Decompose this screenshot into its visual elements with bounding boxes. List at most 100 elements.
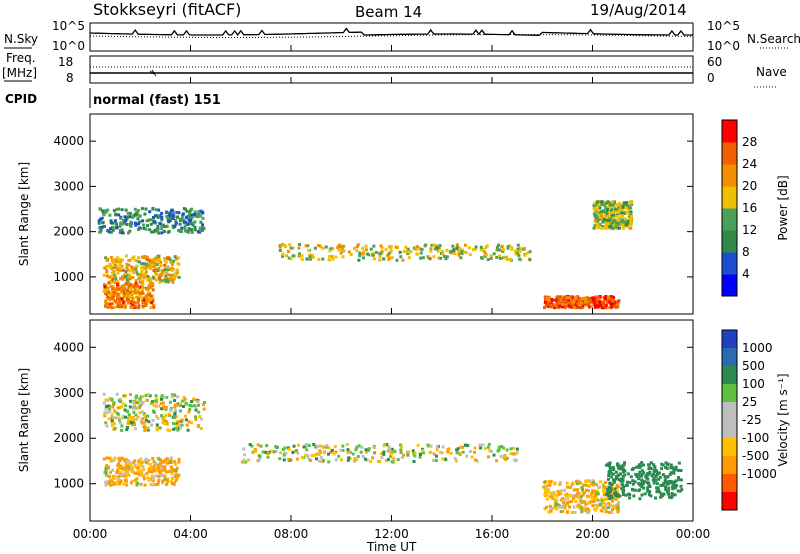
velocity-cell <box>473 450 476 454</box>
power-cell <box>142 265 146 269</box>
power-cell <box>159 260 162 264</box>
velocity-cell <box>543 493 547 497</box>
velocity-cell <box>156 482 160 486</box>
velocity-cell <box>173 405 177 409</box>
velocity-cell <box>655 469 659 473</box>
power-cell <box>591 299 595 302</box>
velocity-cell <box>663 475 667 478</box>
velocity-cell <box>615 491 619 494</box>
nsky-label: N.Sky <box>4 32 38 46</box>
velocity-cell <box>640 480 644 484</box>
power-cell <box>571 298 575 302</box>
power-cell <box>616 218 620 222</box>
power-cell <box>102 273 106 277</box>
power-cell <box>106 296 110 299</box>
power-cell <box>617 299 621 303</box>
velocity-cell <box>194 408 198 412</box>
power-cell <box>278 245 282 249</box>
power-cell <box>154 271 158 275</box>
power-cell <box>126 215 130 219</box>
power-cell <box>201 223 205 227</box>
velocity-cell <box>570 499 574 503</box>
power-cell <box>201 216 205 220</box>
power-cell <box>134 267 138 271</box>
power-cell <box>415 252 419 256</box>
velocity-cell <box>136 415 140 419</box>
velocity-cell <box>163 474 167 478</box>
velocity-cell <box>605 463 609 467</box>
velocity-cell <box>241 460 245 464</box>
power-cell <box>144 270 148 274</box>
velocity-cell <box>144 415 148 419</box>
power-cell <box>581 297 585 301</box>
velocity-cell <box>607 510 611 514</box>
nave-tick-top: 60 <box>707 55 722 69</box>
velocity-cell <box>679 484 683 488</box>
power-cell <box>116 265 120 269</box>
power-cell <box>622 212 626 215</box>
velocity-cell <box>163 468 167 472</box>
velocity-cell <box>547 488 550 492</box>
velocity-cell <box>136 471 140 475</box>
velocity-cell <box>565 510 569 514</box>
velocity-cell <box>622 485 626 489</box>
power-cell <box>503 255 507 259</box>
velocity-cell <box>399 448 403 452</box>
power-cell <box>99 228 103 232</box>
power-cell <box>626 219 630 223</box>
power-cell <box>134 223 138 227</box>
power-cell <box>609 222 613 226</box>
velocity-cell <box>544 486 548 490</box>
power-cell <box>420 248 424 251</box>
power-cell <box>120 286 124 290</box>
power-cell <box>135 285 139 289</box>
power-cell <box>184 229 187 233</box>
power-cell <box>612 305 616 309</box>
velocity-cell <box>642 463 645 467</box>
power-cell <box>123 221 126 225</box>
velocity-cell <box>666 462 670 466</box>
velocity-cell <box>278 457 282 461</box>
velocity-cell <box>572 488 576 492</box>
velocity-cell <box>586 489 590 493</box>
velocity-cell <box>390 447 394 451</box>
power-cell <box>587 297 591 301</box>
power-cell <box>140 207 144 211</box>
power-cell <box>492 252 496 256</box>
velocity-cell <box>563 488 567 492</box>
velocity-cell <box>302 445 306 449</box>
power-cell <box>560 299 564 303</box>
power-cell <box>613 302 617 306</box>
power-cell <box>485 244 489 248</box>
velocity-cell <box>354 458 358 462</box>
power-cell <box>165 214 169 218</box>
velocity-cell <box>346 448 350 452</box>
velocity-cell <box>161 481 165 485</box>
velocity-cell <box>487 455 490 459</box>
power-cell <box>597 203 601 207</box>
velocity-cell <box>197 410 201 414</box>
power-cell <box>125 281 129 285</box>
velocity-cell <box>637 477 641 481</box>
power-cell <box>124 270 128 273</box>
power-cell <box>120 297 124 301</box>
velocity-cell <box>108 456 112 460</box>
velocity-cell <box>169 479 173 483</box>
velocity-cell <box>333 445 337 449</box>
velocity-cell <box>619 465 623 469</box>
velocity-cell <box>464 443 468 447</box>
velocity-cell <box>165 482 169 486</box>
velocity-cell <box>486 445 490 449</box>
power-cell <box>129 305 133 309</box>
power-cell <box>611 213 615 217</box>
power-cell <box>156 215 160 219</box>
velocity-cell <box>429 450 433 454</box>
power-cell <box>178 222 182 226</box>
power-colorbar-label: Power [dB] <box>776 175 790 240</box>
velocity-cell <box>613 487 617 491</box>
power-cell <box>159 264 163 268</box>
velocity-cell <box>585 488 588 492</box>
power-cell <box>604 306 608 310</box>
power-cell <box>177 228 181 232</box>
velocity-cell <box>637 463 641 467</box>
